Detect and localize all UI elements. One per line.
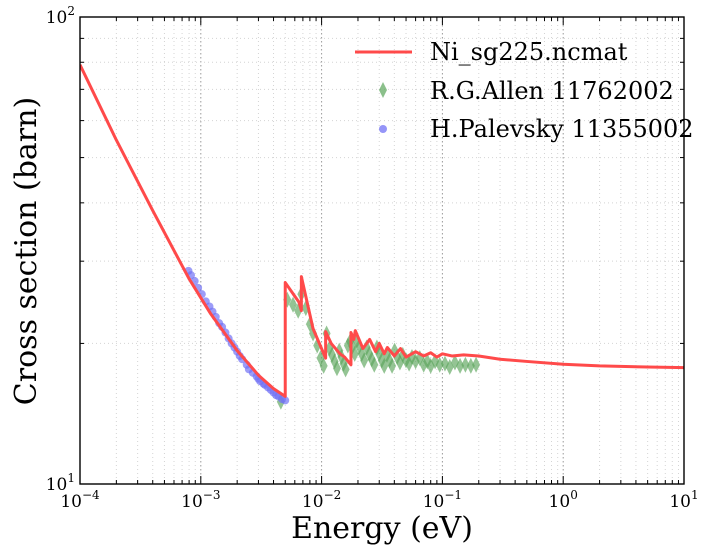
y-tick-label-base: 10: [46, 8, 68, 28]
x-tick-label: 101: [669, 488, 698, 512]
x-tick-label: 100: [549, 488, 578, 512]
x-tick-label-base: 10: [549, 492, 571, 512]
legend-circle-swatch: [379, 125, 387, 133]
x-tick-label: 10−2: [302, 488, 341, 512]
allen-data-point: [456, 357, 465, 374]
x-tick-label: 10−4: [60, 488, 100, 512]
allen-data-point: [466, 357, 475, 374]
x-tick-label: 10−1: [423, 488, 462, 512]
axis-ticks: [79, 16, 685, 485]
legend-diamond-swatch: [379, 82, 387, 98]
allen-data-point: [370, 356, 379, 373]
x-tick-label-base: 10: [302, 492, 324, 512]
y-tick-label-base: 10: [46, 475, 68, 495]
series-group: [80, 64, 684, 410]
legend-label-ni: Ni_sg225.ncmat: [430, 38, 628, 66]
x-tick-label-exponent: 0: [570, 488, 578, 502]
x-axis-title: Energy (eV): [291, 511, 473, 546]
y-tick-label-exponent: 1: [67, 471, 75, 485]
x-tick-label-base: 10: [423, 492, 445, 512]
x-tick-label-exponent: −4: [82, 488, 100, 502]
allen-data-point: [309, 325, 318, 342]
allen-data-point: [435, 356, 444, 373]
plot-area: [80, 64, 684, 410]
allen-data-point: [461, 356, 470, 373]
y-tick-label: 102: [46, 4, 75, 28]
legend-label-allen: R.G.Allen 11762002: [430, 77, 674, 105]
legend: Ni_sg225.ncmat R.G.Allen 11762002 H.Pale…: [355, 38, 694, 143]
allen-data-point: [350, 345, 359, 362]
allen-data-point: [332, 360, 341, 377]
y-tick-label: 101: [46, 471, 75, 495]
x-tick-label-exponent: 1: [691, 488, 699, 502]
allen-data-point: [472, 356, 481, 373]
allen-data-point: [289, 296, 298, 313]
y-axis-title: Cross section (barn): [9, 97, 44, 405]
x-tick-label-base: 10: [181, 492, 203, 512]
allen-data-point: [388, 357, 397, 374]
ni-sg225-line: [80, 64, 684, 398]
allen-data-point: [319, 357, 328, 374]
y-tick-label-exponent: 2: [67, 4, 75, 18]
x-tick-label-exponent: −1: [444, 488, 462, 502]
legend-label-palevsky: H.Palevsky 11355002: [430, 115, 694, 143]
x-tick-label-exponent: −3: [203, 488, 221, 502]
x-tick-label-base: 10: [60, 492, 82, 512]
palevsky-data-point: [281, 396, 290, 405]
allen-data-point: [341, 361, 350, 378]
x-tick-label: 10−3: [181, 488, 220, 512]
allen-data-point: [360, 352, 369, 369]
x-tick-label-base: 10: [669, 492, 691, 512]
allen-data-point: [380, 357, 389, 374]
plot-frame: [79, 16, 685, 485]
x-tick-label-exponent: −2: [324, 488, 342, 502]
